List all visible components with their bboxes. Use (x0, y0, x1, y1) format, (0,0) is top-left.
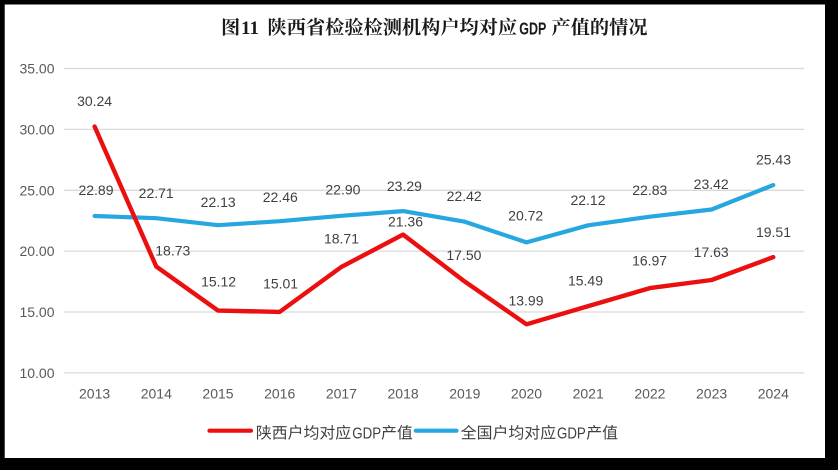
svg-text:2017: 2017 (326, 386, 357, 402)
svg-text:30.24: 30.24 (77, 93, 112, 109)
svg-text:2014: 2014 (141, 386, 172, 402)
svg-text:23.29: 23.29 (387, 178, 422, 194)
svg-text:22.89: 22.89 (78, 182, 113, 198)
svg-text:20.00: 20.00 (19, 243, 54, 259)
svg-text:2015: 2015 (202, 386, 233, 402)
svg-text:10.00: 10.00 (19, 365, 54, 381)
svg-text:19.51: 19.51 (756, 224, 791, 240)
svg-text:22.83: 22.83 (632, 182, 667, 198)
svg-text:2018: 2018 (388, 386, 419, 402)
svg-text:22.13: 22.13 (201, 194, 236, 210)
svg-text:2021: 2021 (573, 386, 604, 402)
svg-text:13.99: 13.99 (508, 293, 543, 309)
svg-text:30.00: 30.00 (19, 122, 54, 138)
svg-text:23.42: 23.42 (694, 176, 729, 192)
svg-text:22.71: 22.71 (139, 185, 174, 201)
svg-text:22.46: 22.46 (263, 189, 298, 205)
svg-text:15.49: 15.49 (568, 272, 603, 288)
svg-text:25.43: 25.43 (756, 151, 791, 167)
svg-text:11: 11 (241, 18, 259, 39)
svg-text:2024: 2024 (758, 386, 789, 402)
svg-text:GDP: GDP (352, 425, 381, 442)
svg-text:22.90: 22.90 (325, 182, 360, 198)
svg-text:17.63: 17.63 (694, 244, 729, 260)
svg-text:22.42: 22.42 (447, 188, 482, 204)
svg-text:GDP: GDP (557, 425, 586, 442)
svg-text:21.36: 21.36 (388, 213, 423, 229)
svg-text:GDP: GDP (519, 19, 546, 39)
svg-text:18.71: 18.71 (324, 230, 359, 246)
svg-text:2023: 2023 (696, 386, 727, 402)
svg-text:22.12: 22.12 (570, 192, 605, 208)
svg-text:16.97: 16.97 (632, 253, 667, 269)
svg-text:35.00: 35.00 (19, 61, 54, 77)
svg-text:18.73: 18.73 (155, 242, 190, 258)
svg-text:15.00: 15.00 (19, 304, 54, 320)
svg-text:20.72: 20.72 (508, 208, 543, 224)
svg-text:2013: 2013 (79, 386, 110, 402)
svg-text:17.50: 17.50 (446, 247, 481, 263)
svg-text:2019: 2019 (449, 386, 480, 402)
svg-text:2016: 2016 (264, 386, 295, 402)
svg-text:2022: 2022 (634, 386, 665, 402)
svg-text:25.00: 25.00 (19, 182, 54, 198)
svg-text:15.12: 15.12 (201, 273, 236, 289)
svg-text:2020: 2020 (511, 386, 542, 402)
svg-text:15.01: 15.01 (263, 276, 298, 292)
